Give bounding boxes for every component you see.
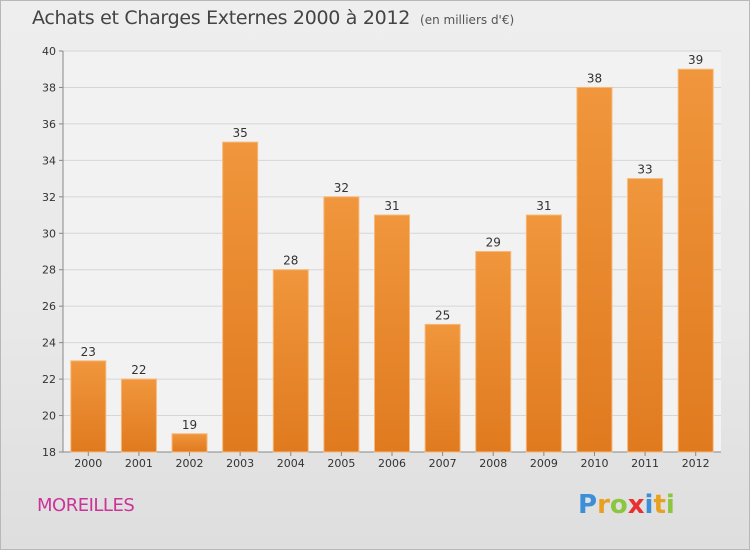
bar: [677, 68, 714, 453]
chart-title-block: Achats et Charges Externes 2000 à 2012 (e…: [32, 7, 514, 29]
bar-value-label: 23: [81, 345, 96, 359]
bar-value-label: 19: [182, 418, 197, 432]
logo-letter: t: [653, 490, 666, 520]
logo-letter: i: [644, 490, 654, 520]
bar-value-label: 33: [637, 163, 652, 177]
logo-letter: o: [609, 490, 628, 520]
y-tick-label: 28: [42, 264, 56, 277]
bar-value-label: 29: [486, 236, 501, 250]
bar: [70, 360, 107, 453]
x-tick-label: 2012: [682, 457, 710, 470]
chart-title: Achats et Charges Externes 2000 à 2012: [32, 7, 411, 29]
y-tick-label: 20: [42, 410, 56, 423]
y-tick-label: 30: [42, 227, 56, 240]
chart-subtitle: (en milliers d'€): [420, 13, 515, 27]
logo-letter: P: [578, 490, 598, 520]
y-tick-label: 26: [42, 300, 56, 313]
x-tick-label: 2000: [74, 457, 102, 470]
y-tick-label: 38: [42, 81, 56, 94]
bar: [627, 178, 664, 453]
x-tick-label: 2001: [125, 457, 153, 470]
x-tick-label: 2003: [226, 457, 254, 470]
bar-value-label: 31: [536, 199, 551, 213]
logo-letter: x: [627, 490, 645, 520]
x-tick-label: 2004: [277, 457, 305, 470]
bar: [374, 214, 410, 453]
x-tick-label: 2007: [429, 457, 457, 470]
bar: [222, 141, 259, 453]
x-tick-label: 2005: [327, 457, 355, 470]
y-tick-label: 32: [42, 191, 56, 204]
x-tick-label: 2008: [479, 457, 507, 470]
y-tick-label: 18: [42, 446, 56, 459]
logo-letter: r: [597, 490, 610, 520]
bar: [424, 323, 461, 453]
bar-value-label: 25: [435, 308, 450, 322]
bar: [171, 433, 208, 453]
bar: [525, 214, 562, 453]
x-tick-label: 2011: [631, 457, 659, 470]
y-tick-label: 40: [42, 45, 56, 58]
bar-value-label: 28: [283, 254, 298, 268]
y-tick-label: 24: [42, 337, 56, 350]
x-tick-label: 2002: [176, 457, 204, 470]
place-name: MOREILLES: [37, 495, 135, 516]
x-tick-label: 2010: [580, 457, 608, 470]
bar-value-label: 38: [587, 71, 602, 85]
bar: [272, 269, 309, 453]
bar: [120, 378, 157, 453]
x-tick-label: 2006: [378, 457, 406, 470]
bar: [475, 251, 512, 453]
bar: [576, 86, 613, 453]
bar: [323, 196, 360, 453]
bar-value-label: 39: [688, 53, 703, 67]
logo-letter: i: [665, 490, 675, 520]
y-tick-label: 34: [42, 154, 56, 167]
bar-value-label: 32: [334, 181, 349, 195]
proxiti-logo: Proxiti: [578, 490, 675, 520]
bar-value-label: 31: [384, 199, 399, 213]
bar-value-label: 35: [233, 126, 248, 140]
y-tick-label: 36: [42, 118, 56, 131]
bar-value-label: 22: [131, 363, 146, 377]
y-tick-label: 22: [42, 373, 56, 386]
x-tick-label: 2009: [530, 457, 558, 470]
